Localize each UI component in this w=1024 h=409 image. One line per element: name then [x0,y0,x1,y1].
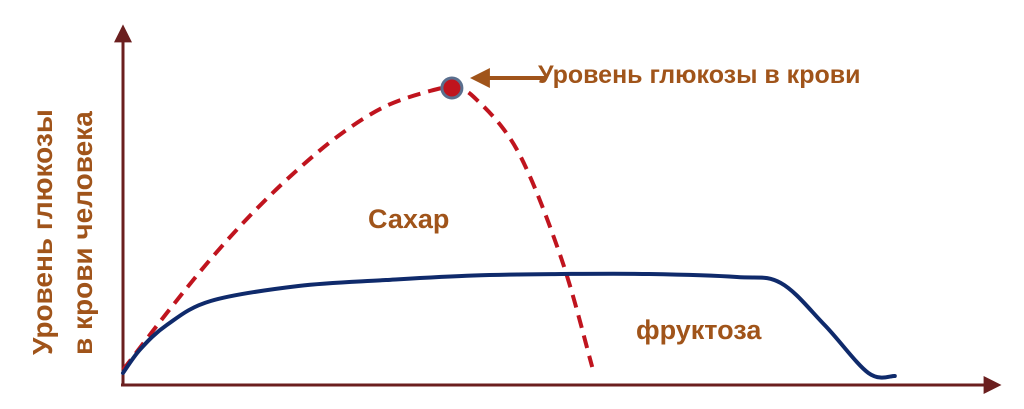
annotation-sugar-label: Сахар [368,204,449,234]
series-line-fructose [121,271,897,380]
annotation-peak-label: Уровень глюкозы в крови [538,61,860,89]
y-axis-label-line-2: в крови человека [67,111,98,355]
y-axis-label-line-1: Уровень глюкозы [27,109,58,355]
series-line-sugar [121,85,595,372]
peak-marker [440,76,464,100]
annotation-fructose-label: фруктоза [636,315,762,345]
